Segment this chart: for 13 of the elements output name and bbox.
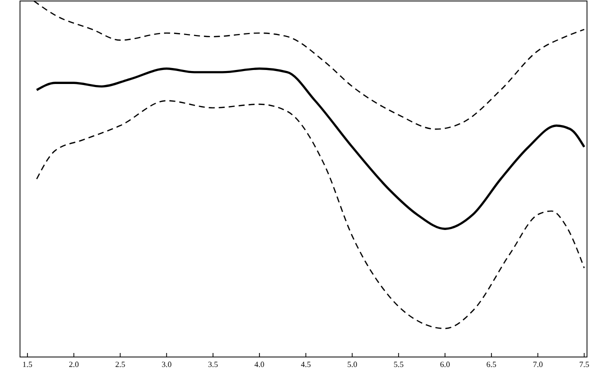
x-tick-label: 2.5	[115, 360, 126, 369]
x-tick-label: 7.5	[579, 360, 590, 369]
x-tick-label: 7.0	[532, 360, 543, 369]
x-tick-label: 5.5	[394, 360, 404, 369]
x-tick-label: 4.5	[300, 360, 311, 369]
x-tick-label: 6.0	[440, 360, 450, 369]
x-tick-label: 1.5	[22, 360, 32, 369]
x-tick-label: 2.0	[68, 360, 79, 369]
x-tick-label: 3.0	[162, 360, 172, 369]
x-tick-label: 5.0	[347, 360, 358, 369]
x-tick-label: 6.5	[486, 360, 496, 369]
x-tick-label: 4.0	[254, 360, 264, 369]
x-tick-label: 3.5	[208, 360, 218, 369]
